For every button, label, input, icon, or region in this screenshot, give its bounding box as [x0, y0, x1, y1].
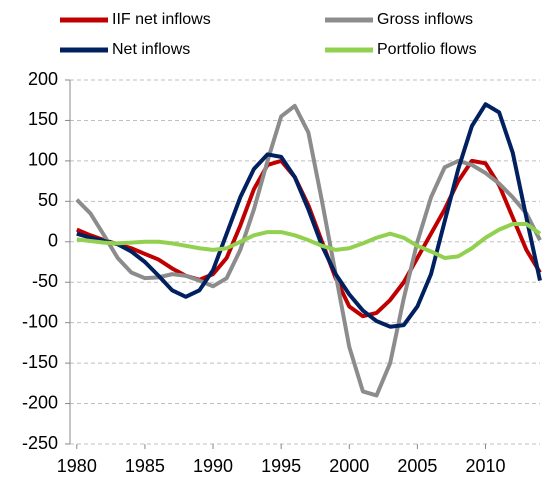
y-tick-label: -150 — [22, 352, 58, 372]
line-series — [76, 221, 542, 260]
y-tick-label: 150 — [28, 109, 58, 129]
legend-label: Net inflows — [112, 41, 190, 58]
x-tick-label: 2010 — [465, 456, 505, 476]
line-series — [76, 102, 542, 329]
x-tick-label: 1980 — [57, 456, 97, 476]
y-tick-label: -200 — [22, 392, 58, 412]
y-tick-label: 50 — [38, 190, 58, 210]
x-tick-label: 1995 — [261, 456, 301, 476]
x-tick-label: 2000 — [329, 456, 369, 476]
legend-label: IIF net inflows — [112, 11, 211, 28]
legend-label: Gross inflows — [377, 11, 473, 28]
line-series — [75, 103, 542, 398]
legend-label: Portfolio flows — [377, 41, 477, 58]
y-tick-label: 0 — [48, 231, 58, 251]
x-tick-label: 2005 — [397, 456, 437, 476]
x-tick-label: 1990 — [193, 456, 233, 476]
y-tick-label: 100 — [28, 150, 58, 170]
y-tick-label: -100 — [22, 311, 58, 331]
y-tick-label: 200 — [28, 69, 58, 89]
y-tick-label: -50 — [32, 271, 58, 291]
y-tick-label: -250 — [22, 433, 58, 453]
x-tick-label: 1985 — [125, 456, 165, 476]
